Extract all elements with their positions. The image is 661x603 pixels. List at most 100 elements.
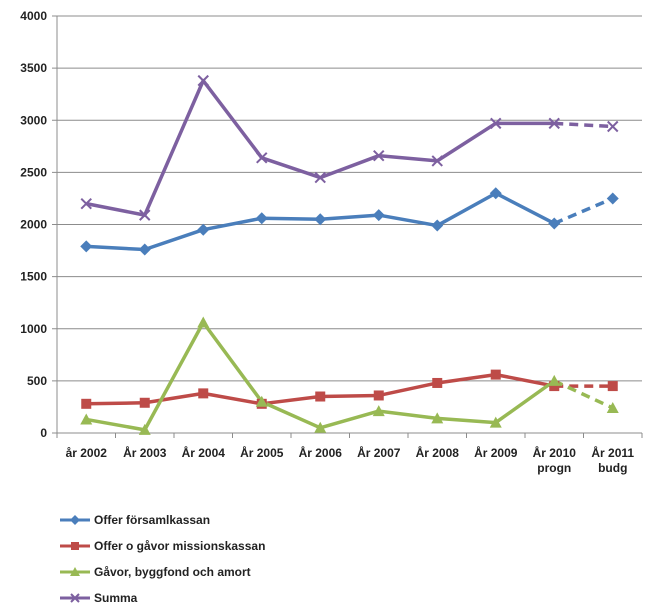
x-marker <box>256 152 268 164</box>
x-marker <box>548 117 560 130</box>
legend-label: Offer församlkassan <box>94 513 210 527</box>
square-marker <box>549 381 560 392</box>
x-tick-label-line: År 2003 <box>123 445 167 460</box>
x-marker-stroke <box>139 209 151 221</box>
y-tick-label: 500 <box>27 374 47 388</box>
x-tick-label: År 2006 <box>299 445 343 460</box>
y-axis-tick-labels: 0 500 1000 1500 2000 2500 3000 3500 4000 <box>20 9 47 440</box>
x-marker <box>490 117 502 130</box>
legend-label: Offer o gåvor missionskassan <box>94 539 265 553</box>
x-tick-label-line: År 2010 <box>533 445 577 460</box>
x-tick-label: år 2002 <box>66 446 108 460</box>
x-tick-label-line: progn <box>537 461 571 475</box>
series-lines <box>85 78 614 432</box>
triangle-marker <box>548 374 561 386</box>
triangle-marker <box>70 567 80 576</box>
triangle-marker <box>314 421 327 433</box>
grid-lines <box>57 15 642 382</box>
x-marker-stroke <box>80 197 92 210</box>
triangle-marker <box>372 405 385 417</box>
triangle-marker <box>489 416 502 428</box>
x-marker <box>139 209 151 221</box>
diamond-marker <box>80 240 93 253</box>
x-marker <box>70 593 80 603</box>
legend-item: Offer församlkassan <box>60 513 210 527</box>
x-marker-stroke <box>607 120 619 133</box>
x-tick-label-line: År 2009 <box>474 445 518 460</box>
y-tick-label: 2000 <box>20 218 47 232</box>
x-marker-stroke <box>314 171 326 184</box>
x-tick-label: År 2011 budg <box>591 445 634 475</box>
x-tick-label-line: År 2006 <box>299 445 343 460</box>
y-tick-label: 2500 <box>20 165 47 179</box>
x-marker-stroke <box>373 149 385 162</box>
legend-item: Gåvor, byggfond och amort <box>60 565 251 579</box>
series-markers <box>80 74 619 435</box>
x-marker <box>607 120 619 133</box>
x-tick-label-line: År 2007 <box>357 445 401 460</box>
x-marker-stroke <box>197 74 209 87</box>
diamond-marker <box>255 212 268 225</box>
x-marker-stroke <box>490 117 502 130</box>
diamond-marker <box>606 192 619 205</box>
x-tick-label: År 2003 <box>123 445 167 460</box>
diamond-marker <box>314 213 327 226</box>
square-marker <box>81 398 92 409</box>
triangle-marker <box>606 401 619 413</box>
x-tick-label: År 2005 <box>240 445 284 460</box>
legend-item: Summa <box>60 591 138 603</box>
y-tick-label: 0 <box>40 426 47 440</box>
y-tick-label: 3500 <box>20 61 47 75</box>
diamond-marker <box>372 209 385 222</box>
series-forecast-segment-4 <box>554 121 613 129</box>
square-marker <box>373 390 384 401</box>
square-marker <box>607 381 618 392</box>
x-tick-label: År 2004 <box>182 445 226 460</box>
x-marker <box>80 197 92 210</box>
axes <box>52 15 643 438</box>
y-tick-label: 1500 <box>20 270 47 284</box>
y-tick-label: 3000 <box>20 113 47 127</box>
diamond-marker <box>548 217 561 230</box>
diamond-marker <box>489 187 502 200</box>
x-tick-label: År 2007 <box>357 445 401 460</box>
x-marker-stroke <box>548 117 560 130</box>
square-marker <box>432 377 443 388</box>
series-forecast-segment-1 <box>553 196 614 226</box>
x-tick-label-line: År 2011 <box>591 445 634 460</box>
square-marker <box>198 388 209 399</box>
series-forecast-segment-3 <box>553 379 614 410</box>
x-marker-stroke <box>256 152 268 164</box>
x-tick-label-line: År 2005 <box>240 445 284 460</box>
legend-label: Gåvor, byggfond och amort <box>94 565 251 579</box>
x-tick-label: År 2008 <box>416 445 460 460</box>
legend-label: Summa <box>94 591 138 603</box>
triangle-marker <box>431 412 444 424</box>
diamond-marker <box>197 223 210 236</box>
x-tick-label-line: År 2004 <box>182 445 226 460</box>
x-marker <box>373 149 385 162</box>
triangle-marker <box>197 316 210 328</box>
triangle-marker <box>255 395 268 407</box>
x-tick-label-line: budg <box>598 461 627 475</box>
x-marker <box>314 171 326 184</box>
diamond-marker <box>431 219 444 232</box>
square-marker <box>139 397 150 408</box>
x-tick-label: År 2009 <box>474 445 518 460</box>
x-tick-label-line: år 2002 <box>66 446 108 460</box>
x-marker-stroke <box>70 593 80 603</box>
x-marker <box>431 155 443 167</box>
x-marker-stroke <box>431 155 443 167</box>
diamond-marker <box>70 515 80 525</box>
diamond-marker <box>138 243 151 256</box>
square-marker <box>71 542 79 550</box>
triangle-marker <box>138 423 151 435</box>
triangle-marker <box>80 413 93 425</box>
square-marker <box>315 391 326 402</box>
legend: Offer församlkassan Offer o gåvor mission… <box>60 513 265 603</box>
x-marker <box>197 74 209 87</box>
series-line-4 <box>85 78 555 217</box>
x-tick-label: År 2010 progn <box>533 445 577 475</box>
